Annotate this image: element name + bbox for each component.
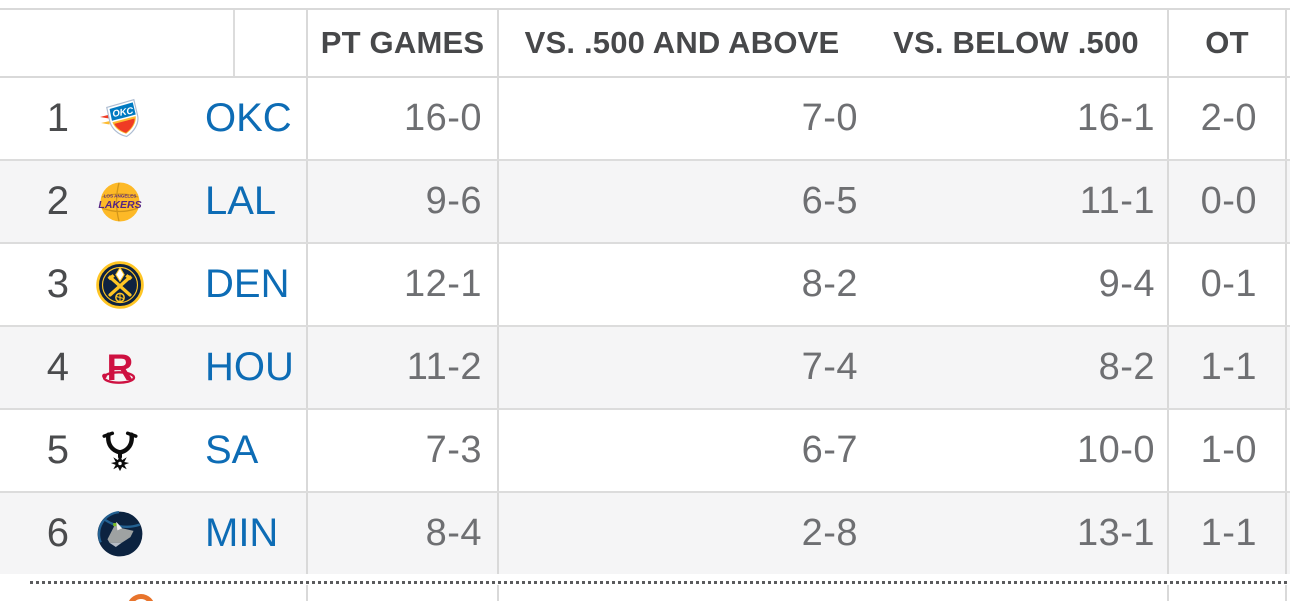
svg-text:LOS ANGELES: LOS ANGELES: [104, 193, 137, 198]
team-cell: 3 DEN: [0, 244, 306, 325]
ot-value: 2-0: [1167, 78, 1285, 159]
table-row: 1 OKC OKC 16-: [0, 78, 1290, 161]
team-cell: [0, 585, 306, 601]
ot-cell: [1167, 585, 1285, 601]
vs-below-500-value: 10-0: [1076, 429, 1155, 471]
team-link[interactable]: DEN: [205, 262, 290, 306]
table-row: 6 MIN 8-4 2-8 13-1 1-1: [0, 493, 1290, 574]
column-header-ot: OT: [1167, 10, 1285, 76]
vs-500-and-above-value: 6-7: [497, 410, 865, 491]
top-border-line: [0, 8, 1290, 10]
vs-500-and-above-cell: [497, 585, 865, 601]
row-edge-spacer: [1285, 410, 1290, 491]
vs-below-500-value: 9-4: [1098, 263, 1155, 305]
rank-label: 4: [46, 345, 69, 389]
vs-below-500-value: 8-2: [1098, 346, 1155, 388]
vs-500-and-above-value: 7-0: [497, 78, 865, 159]
pt-games-value: 9-6: [306, 161, 497, 242]
partial-next-row: [0, 585, 1290, 601]
vs-below-500-cell: [865, 585, 1167, 601]
table-row: 5 SA 7-3 6-7 10-0 1-0: [0, 410, 1290, 493]
column-header-pt-games: PT GAMES: [306, 10, 497, 76]
pt-games-cell: [306, 585, 497, 601]
lal-lakers-logo[interactable]: LOS ANGELES LAKERS: [95, 177, 145, 227]
row-edge-spacer: [1285, 244, 1290, 325]
playoff-cutoff-dotted-line: [30, 581, 1290, 584]
row-edge-spacer: [1285, 78, 1290, 159]
team-link[interactable]: MIN: [205, 511, 279, 555]
ot-value: 0-1: [1167, 244, 1285, 325]
ot-value: 1-0: [1167, 410, 1285, 491]
team-cell: 2 LOS ANGELES LAKERS LAL: [0, 161, 306, 242]
next-team-logo-partial: [127, 594, 155, 601]
row-edge-spacer: [1285, 327, 1290, 408]
den-nuggets-logo[interactable]: [95, 260, 145, 310]
row-edge-spacer: [1285, 493, 1290, 574]
team-cell: 1 OKC OKC: [0, 78, 306, 159]
column-header-vs-below-500: VS. BELOW .500: [893, 25, 1139, 60]
table-header-row: PT GAMES VS. .500 AND ABOVE VS. BELOW .5…: [0, 10, 1290, 78]
vs-500-and-above-value: 8-2: [497, 244, 865, 325]
vs-below-500-value: 11-1: [1079, 180, 1155, 222]
team-cell: 5 SA: [0, 410, 306, 491]
vs-below-500-value: 13-1: [1076, 512, 1155, 554]
header-team-column-spacer: [0, 10, 306, 76]
okc-thunder-logo[interactable]: OKC: [95, 94, 145, 144]
team-link[interactable]: SA: [205, 428, 259, 472]
team-link[interactable]: OKC: [205, 96, 292, 140]
team-link[interactable]: LAL: [205, 179, 277, 223]
team-cell: 6 MIN: [0, 493, 306, 574]
vs-500-and-above-value: 6-5: [497, 161, 865, 242]
table-row: 4 R HOU 11-2 7-4 8-2 1-1: [0, 327, 1290, 410]
ot-value: 0-0: [1167, 161, 1285, 242]
hou-rockets-logo[interactable]: R: [95, 343, 145, 393]
ot-value: 1-1: [1167, 493, 1285, 574]
rank-label: 6: [46, 511, 69, 555]
row-edge-spacer: [1285, 161, 1290, 242]
header-panel-divider: [233, 10, 235, 76]
vs-500-and-above-value: 7-4: [497, 327, 865, 408]
column-header-vs-500-and-above: VS. .500 AND ABOVE: [497, 10, 865, 76]
team-link[interactable]: HOU: [205, 345, 294, 389]
team-cell: 4 R HOU: [0, 327, 306, 408]
pt-games-value: 12-1: [306, 244, 497, 325]
min-timberwolves-logo[interactable]: [95, 509, 145, 559]
pt-games-value: 11-2: [306, 327, 497, 408]
pt-games-value: 8-4: [306, 493, 497, 574]
rank-label: 2: [46, 179, 69, 223]
svg-text:OKC: OKC: [112, 105, 135, 120]
svg-text:R: R: [107, 347, 134, 388]
rank-label: 5: [46, 428, 69, 472]
row-edge-spacer: [1285, 585, 1290, 601]
standings-table: PT GAMES VS. .500 AND ABOVE VS. BELOW .5…: [0, 10, 1290, 574]
svg-text:LAKERS: LAKERS: [98, 199, 141, 211]
ot-value: 1-1: [1167, 327, 1285, 408]
pt-games-value: 7-3: [306, 410, 497, 491]
rank-label: 1: [46, 96, 69, 140]
header-edge-spacer: [1285, 10, 1290, 76]
rank-label: 3: [46, 262, 69, 306]
table-row: 3 DEN: [0, 244, 1290, 327]
table-row: 2 LOS ANGELES LAKERS LAL 9-6 6-5 11-1 0-…: [0, 161, 1290, 244]
vs-500-and-above-value: 2-8: [497, 493, 865, 574]
pt-games-value: 16-0: [306, 78, 497, 159]
sa-spurs-logo[interactable]: [95, 426, 145, 476]
vs-below-500-value: 16-1: [1076, 97, 1155, 139]
